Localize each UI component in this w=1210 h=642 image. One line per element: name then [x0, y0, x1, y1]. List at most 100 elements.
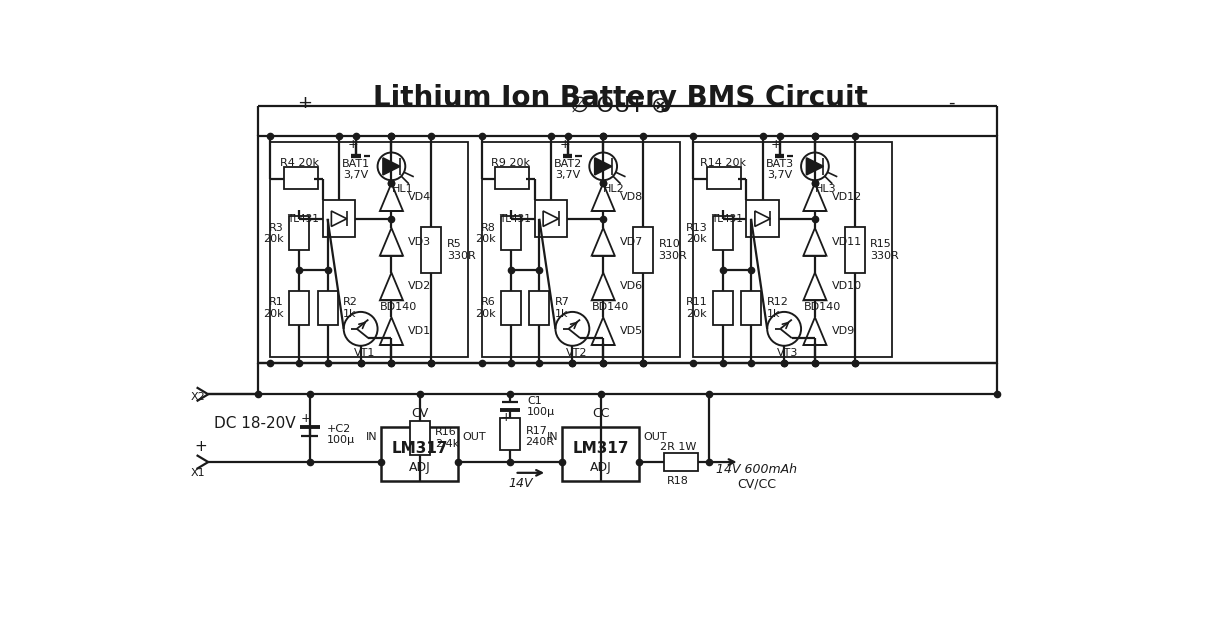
Polygon shape — [806, 158, 823, 175]
Text: +: + — [300, 412, 311, 426]
Text: R4 20k: R4 20k — [280, 157, 318, 168]
Text: VT3: VT3 — [777, 348, 799, 358]
Text: R16
2,4k: R16 2,4k — [436, 428, 460, 449]
Text: HL1: HL1 — [391, 184, 413, 195]
Bar — [693, 143, 892, 358]
Bar — [258, 136, 997, 363]
Text: VD5: VD5 — [620, 326, 644, 336]
Text: BAT3
3,7V: BAT3 3,7V — [766, 159, 794, 180]
Text: VD6: VD6 — [620, 281, 644, 291]
Text: R15
330R: R15 330R — [870, 239, 899, 261]
Text: +: + — [559, 138, 570, 152]
Text: BAT2
3,7V: BAT2 3,7V — [554, 159, 582, 180]
Text: VD2: VD2 — [408, 281, 432, 291]
Bar — [529, 291, 549, 325]
Text: R17
240R: R17 240R — [525, 426, 554, 447]
Text: VT1: VT1 — [353, 348, 375, 358]
Text: X1: X1 — [190, 468, 204, 478]
Polygon shape — [382, 158, 399, 175]
Text: R18: R18 — [667, 476, 688, 486]
Text: C1
100μ: C1 100μ — [526, 396, 555, 417]
Bar — [845, 227, 865, 273]
Bar — [664, 453, 698, 471]
Bar — [270, 143, 468, 358]
Bar — [317, 291, 338, 325]
Text: HL3: HL3 — [814, 184, 836, 195]
Text: -: - — [947, 94, 955, 112]
Text: LM317: LM317 — [392, 440, 448, 456]
Text: VD12: VD12 — [831, 192, 862, 202]
Text: R1
20k: R1 20k — [263, 297, 283, 319]
Text: IN: IN — [547, 431, 559, 442]
Text: VD1: VD1 — [408, 326, 432, 336]
Bar — [289, 291, 309, 325]
Text: IN: IN — [365, 431, 378, 442]
Text: CC: CC — [592, 407, 610, 420]
Text: TL431: TL431 — [287, 214, 319, 223]
Bar — [283, 167, 317, 189]
Bar — [381, 428, 459, 482]
Text: VD9: VD9 — [831, 326, 855, 336]
Text: ADJ: ADJ — [590, 461, 612, 474]
Text: +: + — [347, 138, 358, 152]
Text: VD10: VD10 — [831, 281, 862, 291]
Text: R12
1k: R12 1k — [766, 297, 788, 319]
Text: 14V: 14V — [508, 477, 534, 490]
Bar — [501, 216, 520, 250]
Text: VD11: VD11 — [831, 237, 862, 247]
Text: R5
330R: R5 330R — [446, 239, 476, 261]
Text: R11
20k: R11 20k — [685, 297, 707, 319]
Bar — [410, 421, 430, 455]
Text: CV: CV — [411, 407, 428, 420]
Bar — [323, 200, 356, 237]
Text: R2
1k: R2 1k — [342, 297, 358, 319]
Bar — [633, 227, 653, 273]
Bar — [563, 428, 639, 482]
Text: 2R 1W: 2R 1W — [659, 442, 696, 451]
Text: ADJ: ADJ — [409, 461, 431, 474]
Bar — [747, 200, 779, 237]
Bar — [289, 216, 309, 250]
Bar — [707, 167, 741, 189]
Text: VD8: VD8 — [620, 192, 644, 202]
Bar — [495, 167, 529, 189]
Text: HL2: HL2 — [603, 184, 624, 195]
Text: CV/CC: CV/CC — [737, 477, 776, 490]
Text: BAT1
3,7V: BAT1 3,7V — [342, 159, 370, 180]
Text: Lithium Ion Battery BMS Circuit: Lithium Ion Battery BMS Circuit — [373, 84, 868, 112]
Text: X2: X2 — [190, 392, 206, 402]
Text: R6
20k: R6 20k — [474, 297, 495, 319]
Text: VT2: VT2 — [565, 348, 587, 358]
Bar — [713, 216, 732, 250]
Bar — [713, 291, 732, 325]
Bar — [500, 418, 520, 451]
Bar — [535, 200, 567, 237]
Text: BD140: BD140 — [380, 302, 417, 312]
Bar — [482, 143, 680, 358]
Polygon shape — [594, 158, 611, 175]
Text: 14V 600mAh: 14V 600mAh — [716, 464, 797, 476]
Text: BD140: BD140 — [592, 302, 629, 312]
Bar — [741, 291, 761, 325]
Bar — [501, 291, 520, 325]
Text: OUT: OUT — [644, 431, 667, 442]
Text: R7
1k: R7 1k — [554, 297, 570, 319]
Text: +C2
100μ: +C2 100μ — [327, 424, 355, 445]
Text: LM317: LM317 — [572, 440, 629, 456]
Text: +: + — [194, 439, 207, 454]
Text: R9 20k: R9 20k — [491, 157, 530, 168]
Text: R3
20k: R3 20k — [263, 223, 283, 244]
Text: VD4: VD4 — [408, 192, 432, 202]
Text: R14 20k: R14 20k — [699, 157, 745, 168]
Text: R13
20k: R13 20k — [685, 223, 707, 244]
Text: +: + — [296, 94, 312, 112]
Text: TL431: TL431 — [710, 214, 743, 223]
Text: TL431: TL431 — [499, 214, 531, 223]
Bar — [421, 227, 442, 273]
Text: ∅ OUT ⊗: ∅ OUT ⊗ — [570, 96, 670, 116]
Text: OUT: OUT — [462, 431, 486, 442]
Text: R10
330R: R10 330R — [658, 239, 687, 261]
Text: BD140: BD140 — [803, 302, 841, 312]
Text: DC 18-20V: DC 18-20V — [214, 416, 296, 431]
Text: +: + — [501, 411, 512, 424]
